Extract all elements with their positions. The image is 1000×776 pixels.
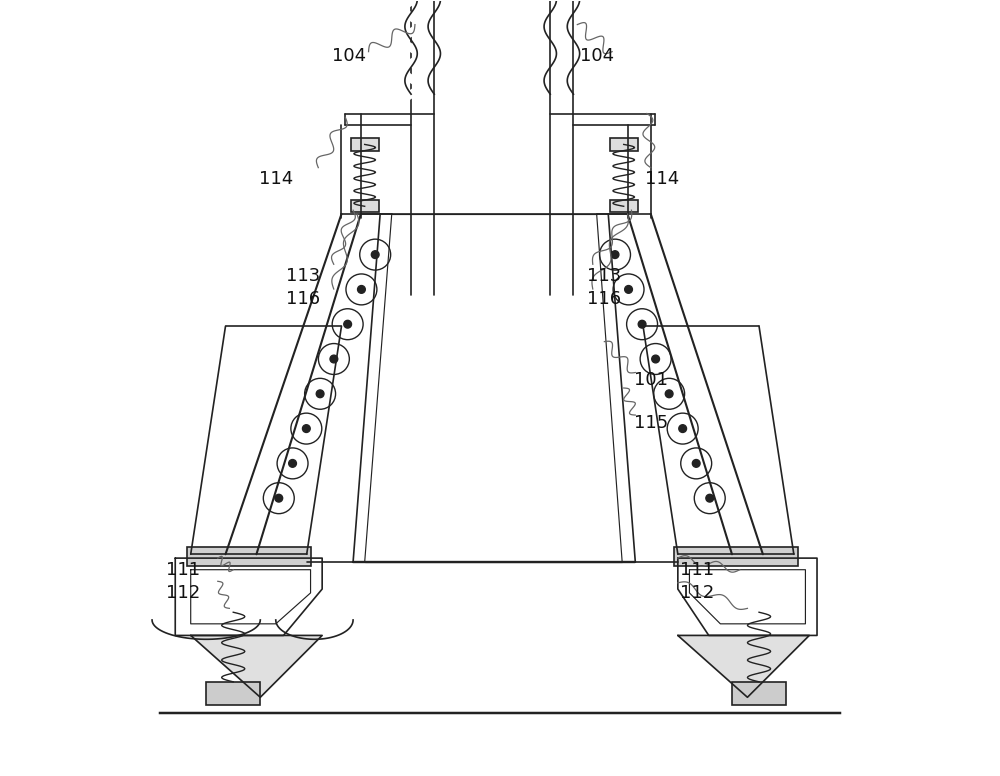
Text: 116: 116	[286, 290, 320, 308]
Circle shape	[611, 251, 619, 258]
Bar	[610, 138, 638, 151]
Text: 115: 115	[634, 414, 668, 431]
Text: 113: 113	[286, 267, 320, 285]
Text: 113: 113	[587, 267, 622, 285]
Circle shape	[289, 459, 296, 467]
Bar	[732, 682, 786, 705]
Text: 111: 111	[166, 561, 200, 579]
Text: 104: 104	[332, 47, 366, 64]
Polygon shape	[678, 636, 809, 698]
Bar	[187, 546, 311, 566]
Text: 101: 101	[634, 371, 668, 390]
Bar	[351, 200, 379, 213]
Text: 112: 112	[166, 584, 200, 602]
Bar	[610, 200, 638, 213]
Bar	[351, 138, 379, 151]
Text: 104: 104	[580, 47, 614, 64]
Bar	[674, 546, 798, 566]
Text: 112: 112	[680, 584, 714, 602]
Circle shape	[652, 355, 659, 363]
Bar	[206, 682, 260, 705]
Circle shape	[692, 459, 700, 467]
Circle shape	[371, 251, 379, 258]
Circle shape	[706, 494, 714, 502]
Circle shape	[665, 390, 673, 397]
Circle shape	[679, 424, 687, 432]
Circle shape	[344, 320, 352, 328]
Text: 114: 114	[645, 170, 680, 189]
Circle shape	[358, 286, 365, 293]
Text: 111: 111	[680, 561, 714, 579]
Circle shape	[275, 494, 283, 502]
Circle shape	[316, 390, 324, 397]
Text: 116: 116	[587, 290, 621, 308]
Circle shape	[638, 320, 646, 328]
Circle shape	[330, 355, 338, 363]
Circle shape	[625, 286, 632, 293]
Circle shape	[302, 424, 310, 432]
Text: 114: 114	[259, 170, 293, 189]
Polygon shape	[191, 636, 322, 698]
